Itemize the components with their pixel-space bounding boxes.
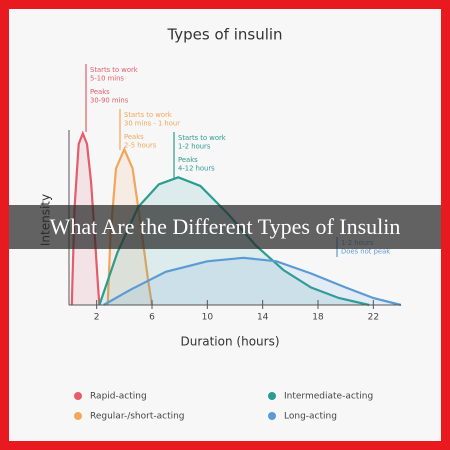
x-tick-label: 22 [368, 313, 379, 323]
series-line [103, 256, 402, 307]
legend-marker [268, 392, 276, 400]
annotation-text: Peaks [90, 88, 110, 96]
legend-label: Regular-/short-acting [90, 412, 185, 422]
annotation-text: Does not peak [341, 248, 390, 256]
annotation-text: 2-5 hours [124, 142, 157, 150]
legend-label: Intermediate-acting [284, 392, 373, 402]
annotation-text: Starts to work [90, 66, 138, 74]
series-line [70, 130, 101, 306]
annotation-text: Starts to work [124, 111, 172, 119]
chart-title: Types of insulin [166, 26, 282, 44]
x-tick-label: 6 [149, 313, 155, 323]
x-axis-title: Duration (hours) [180, 335, 279, 349]
annotation-text: 5-10 mins [90, 75, 124, 83]
annotation-text: Starts to work [178, 134, 226, 142]
legend-marker [74, 392, 82, 400]
x-tick-label: 2 [94, 313, 100, 323]
legend-label: Long-acting [284, 412, 337, 422]
x-tick-label: 18 [312, 313, 324, 323]
legend-marker [74, 412, 82, 420]
annotation-text: 4-12 hours [178, 165, 215, 173]
banner: What Are the Different Types of Insulin [9, 205, 441, 249]
legend-label: Rapid-acting [90, 392, 147, 402]
annotation-text: Peaks [178, 156, 198, 164]
annotation-text: 1-2 hours [178, 143, 211, 151]
annotation-text: 30 mins - 1 hour [124, 120, 180, 128]
x-tick-label: 10 [202, 313, 214, 323]
legend-marker [268, 412, 276, 420]
annotation-text: Peaks [124, 133, 144, 141]
x-tick-label: 14 [257, 313, 269, 323]
annotation-text: 30-90 mins [90, 97, 129, 105]
